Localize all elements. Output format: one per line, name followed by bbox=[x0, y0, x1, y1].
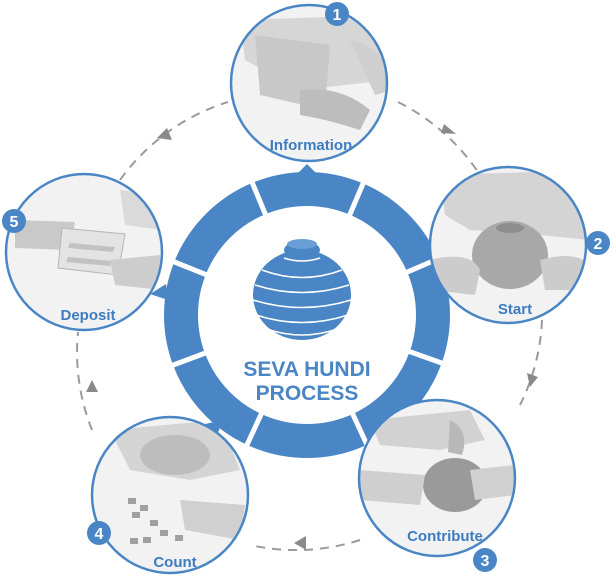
arrow-head-icon bbox=[527, 373, 538, 387]
step-label: Count bbox=[153, 554, 196, 571]
step-contribute: Contribute 3 bbox=[357, 398, 517, 572]
arrow-head-icon bbox=[86, 380, 98, 392]
step-label: Information bbox=[270, 137, 353, 154]
step-badge bbox=[87, 521, 111, 545]
step-number: 2 bbox=[594, 236, 603, 253]
start-photo bbox=[430, 167, 586, 323]
step-start: Start 2 bbox=[428, 165, 610, 325]
step-information: Information 1 bbox=[229, 2, 389, 163]
arrow-head-icon bbox=[294, 536, 306, 550]
step-badge bbox=[473, 548, 497, 572]
step-number: 3 bbox=[481, 553, 490, 570]
count-photo bbox=[92, 417, 248, 573]
deposit-photo bbox=[6, 174, 162, 330]
dashed-connector-loop bbox=[76, 101, 543, 552]
step-label: Deposit bbox=[60, 307, 115, 324]
step-badge bbox=[325, 2, 349, 26]
center-title-line2: PROCESS bbox=[256, 382, 359, 405]
step-label: Start bbox=[498, 301, 532, 318]
hundi-pot-icon bbox=[252, 239, 352, 340]
step-badge bbox=[2, 209, 26, 233]
step-deposit: Deposit 5 bbox=[2, 172, 164, 332]
information-photo bbox=[231, 5, 387, 161]
arrow-head-icon bbox=[441, 124, 456, 134]
arrow-head-icon bbox=[157, 128, 172, 140]
step-number: 4 bbox=[95, 526, 104, 543]
step-number: 1 bbox=[333, 7, 342, 24]
contribute-photo bbox=[359, 400, 515, 556]
step-count: Count 4 bbox=[87, 415, 250, 575]
step-number: 5 bbox=[10, 214, 19, 231]
center-title-line1: SEVA HUNDI bbox=[243, 358, 370, 381]
step-badge bbox=[586, 231, 610, 255]
step-label: Contribute bbox=[407, 528, 483, 545]
